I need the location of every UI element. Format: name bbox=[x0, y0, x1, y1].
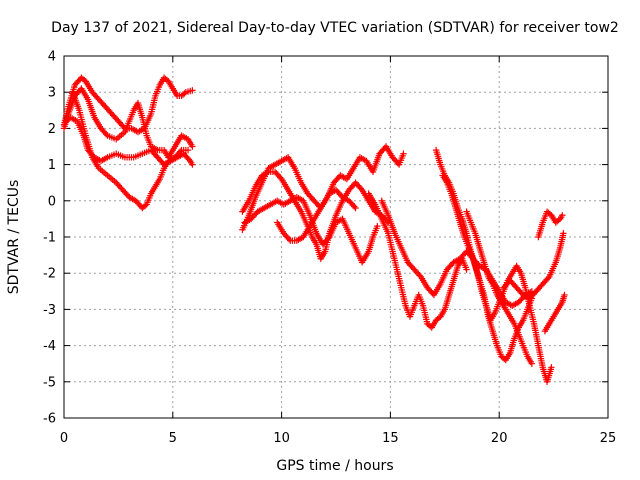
y-tick-label: 2 bbox=[48, 122, 56, 137]
data-point bbox=[184, 146, 192, 154]
y-tick-label: -5 bbox=[43, 375, 56, 390]
data-point bbox=[561, 291, 568, 299]
data-point bbox=[528, 360, 536, 367]
data-point bbox=[189, 143, 196, 150]
data-point bbox=[176, 148, 184, 155]
data-point bbox=[142, 202, 149, 209]
x-tick-label: 5 bbox=[169, 431, 177, 446]
y-axis-label: SDTVAR / TECUs bbox=[6, 180, 22, 295]
y-tick-label: 1 bbox=[48, 158, 56, 173]
data-point bbox=[103, 130, 110, 138]
y-tick-label: 4 bbox=[48, 50, 56, 65]
data-point bbox=[416, 272, 423, 279]
data-point bbox=[357, 185, 365, 192]
data-point bbox=[285, 235, 293, 243]
y-tick-label: 0 bbox=[48, 194, 56, 209]
data-point bbox=[324, 235, 332, 242]
data-point bbox=[548, 364, 555, 371]
data-point bbox=[559, 212, 566, 219]
data-point bbox=[185, 156, 193, 163]
x-axis-label: GPS time / hours bbox=[276, 458, 393, 474]
data-point bbox=[351, 203, 358, 210]
y-tick-label: -4 bbox=[43, 339, 56, 354]
data-point bbox=[277, 174, 284, 181]
data-points bbox=[60, 74, 568, 385]
x-tick-label: 25 bbox=[600, 431, 617, 446]
data-point bbox=[463, 266, 470, 273]
x-tick-label: 20 bbox=[491, 431, 508, 446]
plot-frame bbox=[63, 55, 609, 419]
data-point bbox=[189, 87, 196, 94]
data-point bbox=[181, 90, 188, 97]
data-point bbox=[374, 222, 381, 230]
data-point bbox=[560, 230, 567, 237]
ticks: 0 5 10 15 20 25 -6 -5 -4 -3 -2 -1 0 1 2 3 4 bbox=[43, 50, 616, 447]
data-point bbox=[352, 204, 359, 212]
y-tick-label: -2 bbox=[43, 267, 56, 282]
x-tick-label: 0 bbox=[60, 431, 68, 446]
y-tick-label: -1 bbox=[43, 231, 56, 246]
grid bbox=[64, 56, 608, 418]
data-point bbox=[544, 275, 552, 282]
y-tick-label: 3 bbox=[48, 86, 56, 101]
x-tick-label: 10 bbox=[273, 431, 290, 446]
chart-title: Day 137 of 2021, Sidereal Day-to-day VTE… bbox=[51, 20, 619, 36]
y-tick-label: -3 bbox=[43, 303, 56, 318]
data-point bbox=[189, 161, 196, 168]
y-tick-label: -6 bbox=[43, 412, 56, 427]
data-point bbox=[400, 150, 407, 157]
x-tick-label: 15 bbox=[382, 431, 399, 446]
